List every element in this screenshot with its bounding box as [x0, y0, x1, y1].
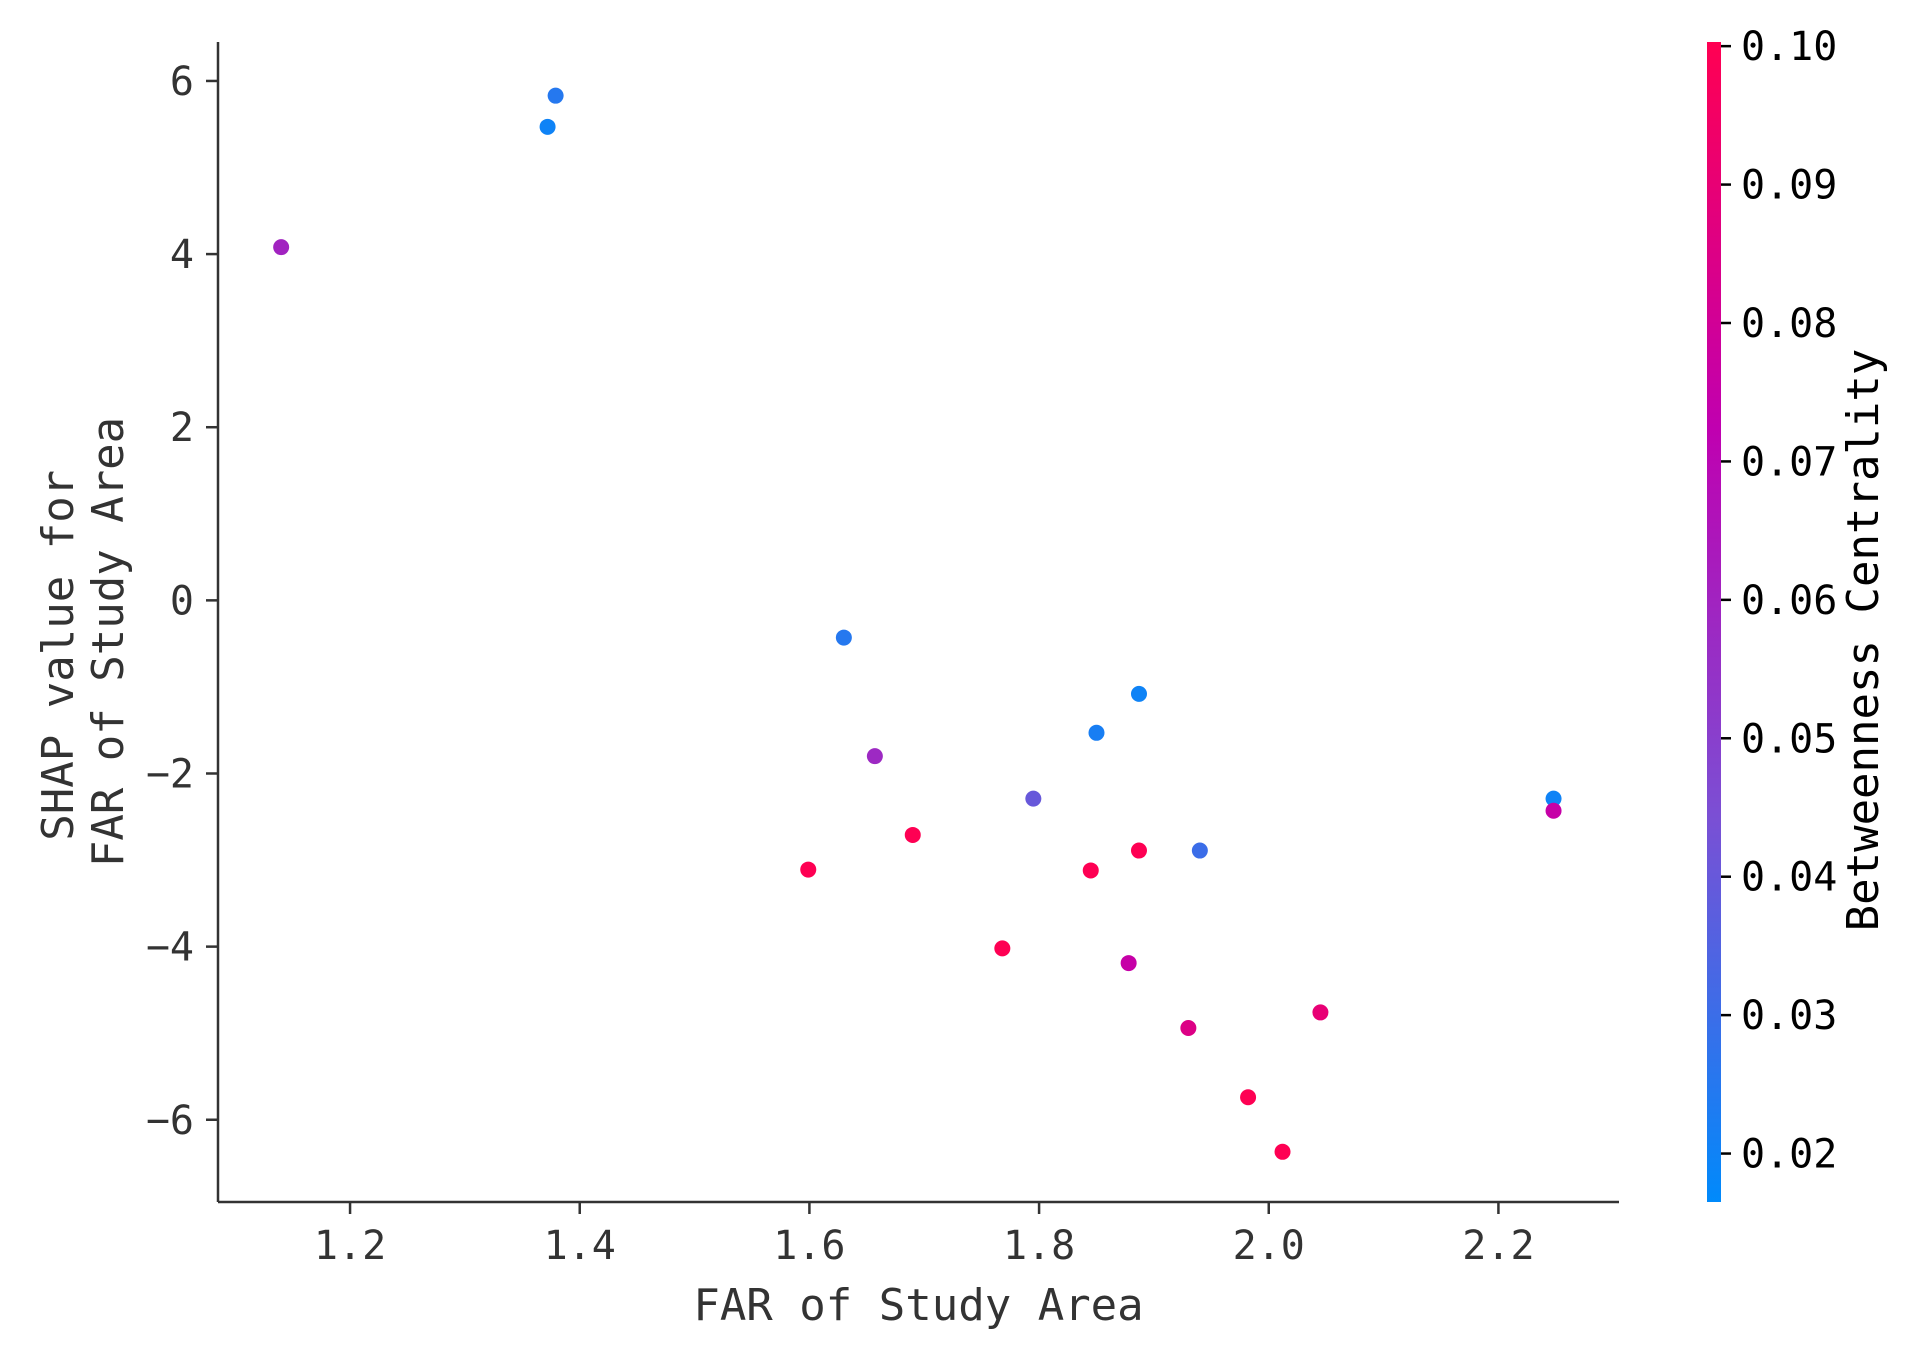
y-tick-label: 6	[170, 59, 194, 105]
colorbar: 0.02 0.03 0.04 0.05 0.06 0.07 0.08 0.09 0.10 Bet…	[1707, 24, 1889, 1202]
scatter-point	[1130, 685, 1147, 702]
scatter-point	[1240, 1089, 1257, 1106]
scatter-point	[1082, 862, 1099, 879]
colorbar-tick-label: 0.10	[1741, 24, 1837, 70]
colorbar-tick-label: 0.06	[1741, 578, 1837, 624]
y-tick-label: −4	[146, 925, 194, 971]
x-tick-label: 1.2	[314, 1223, 386, 1269]
y-axis-label-line-2: FAR of Study Area	[83, 417, 134, 867]
plot-area: 1.2 1.4 1.6 1.8 2.0 2.2 6 4 2 0 −2 −4 −6	[146, 42, 1619, 1269]
colorbar-tick-label: 0.07	[1741, 439, 1837, 485]
scatter-point	[866, 748, 883, 765]
scatter-point	[994, 940, 1011, 957]
y-tick-label: −2	[146, 751, 194, 797]
y-tick-label: 0	[170, 578, 194, 624]
y-tick-label: 2	[170, 405, 194, 451]
colorbar-gradient	[1707, 42, 1721, 1202]
x-tick-label: 1.8	[1003, 1223, 1075, 1269]
x-tick-label: 2.2	[1462, 1223, 1534, 1269]
y-tick-label: −6	[146, 1098, 194, 1144]
x-tick-label: 2.0	[1233, 1223, 1305, 1269]
scatter-point	[1274, 1143, 1291, 1160]
scatter-point	[1545, 790, 1562, 807]
colorbar-label: Betweenness Centrality	[1838, 349, 1889, 932]
y-axis-label-line-1: SHAP value for	[33, 470, 84, 841]
x-tick-label: 1.6	[773, 1223, 845, 1269]
scatter-point	[1025, 790, 1042, 807]
y-axis-label: SHAP value for FAR of Study Area	[33, 417, 134, 867]
x-tick-label: 1.4	[544, 1223, 616, 1269]
scatter-point	[800, 861, 817, 878]
colorbar-tick-label: 0.08	[1741, 301, 1837, 347]
scatter-point	[539, 118, 556, 135]
scatter-point	[273, 239, 290, 256]
scatter-point	[1120, 955, 1137, 972]
scatter-point	[1088, 724, 1105, 741]
colorbar-tick-label: 0.03	[1741, 993, 1837, 1039]
scatter-point	[904, 826, 921, 843]
scatter-point	[835, 629, 852, 646]
scatter-point	[1180, 1020, 1197, 1036]
colorbar-tick-label: 0.05	[1741, 716, 1837, 762]
scatter-point	[547, 87, 564, 104]
colorbar-tick-label: 0.09	[1741, 163, 1837, 209]
y-tick-label: 4	[170, 232, 194, 278]
scatter-point	[1545, 802, 1562, 819]
colorbar-ticks: 0.02 0.03 0.04 0.05 0.06 0.07 0.08 0.09 0.10	[1721, 24, 1837, 1178]
x-axis-ticks: 1.2 1.4 1.6 1.8 2.0 2.2	[314, 1202, 1535, 1269]
x-axis-label: FAR of Study Area	[693, 1280, 1143, 1331]
scatter-points	[273, 87, 1562, 1160]
scatter-point	[1312, 1004, 1329, 1021]
colorbar-tick-label: 0.04	[1741, 855, 1837, 901]
scatter-point	[1191, 842, 1208, 859]
colorbar-tick-label: 0.02	[1741, 1132, 1837, 1178]
scatter-point	[1130, 842, 1147, 859]
y-axis-ticks: 6 4 2 0 −2 −4 −6	[146, 59, 218, 1144]
